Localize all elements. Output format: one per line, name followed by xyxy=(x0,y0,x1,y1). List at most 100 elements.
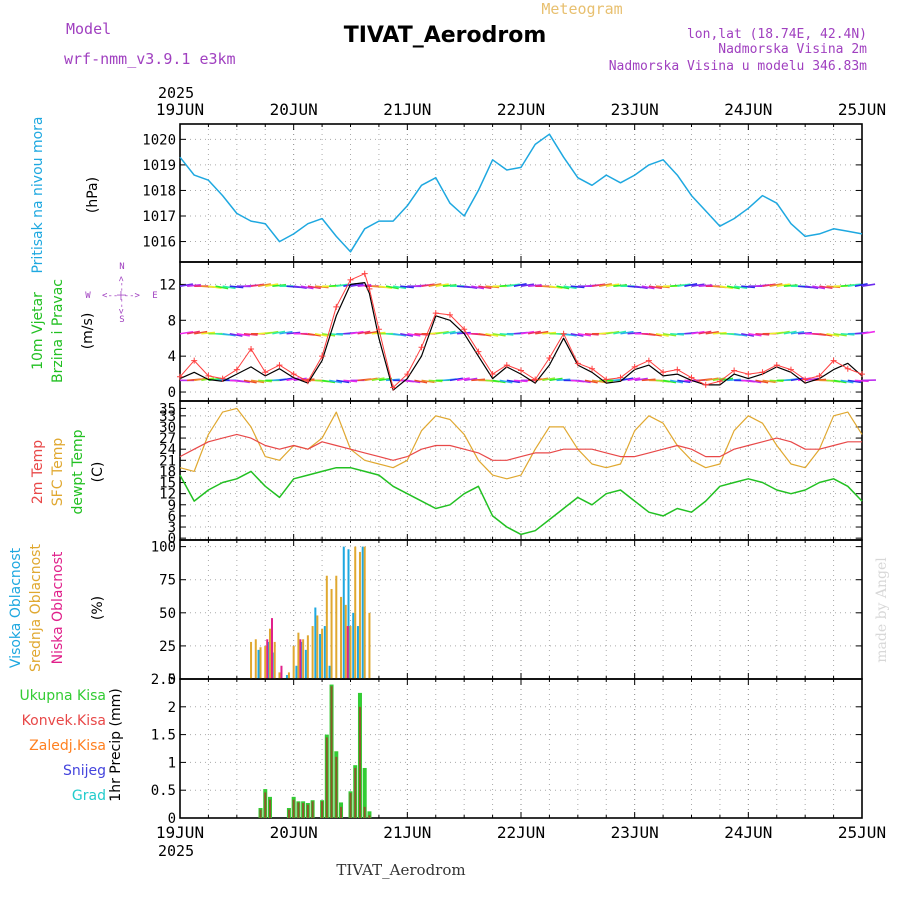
pressure-ytick-label: 1020 xyxy=(142,132,176,148)
cloud-bar-high xyxy=(314,608,316,679)
cloud-bar-mid xyxy=(350,626,352,679)
wind-ytick-label: 0 xyxy=(168,385,176,401)
time-label-top: 19JUN xyxy=(156,100,204,119)
precip-ytick-label: 2.5 xyxy=(151,672,176,688)
cloud-title: Visoka Oblacnost xyxy=(8,547,24,668)
time-label-bottom: 20JUN xyxy=(270,823,318,842)
precip-conv-bar xyxy=(335,757,337,818)
cloud-bar-mid xyxy=(278,672,280,679)
precip-legend-conv: Konvek.Kisa xyxy=(22,713,106,729)
cloud-bar-mid xyxy=(335,576,337,679)
cloud-bar-mid xyxy=(255,639,257,679)
precip-conv-bar xyxy=(307,805,309,818)
precip-conv-bar xyxy=(264,792,266,818)
cloud-bar-mid xyxy=(359,552,361,679)
time-label-top: 23JUN xyxy=(611,100,659,119)
precip-legend-frozen: Zaledj.Kisa xyxy=(29,738,106,754)
cloud-bar-mid xyxy=(297,633,299,679)
wind-title-2: Brzina i Pravac xyxy=(50,279,66,383)
precip-conv-bar xyxy=(364,807,366,818)
precip-conv-bar xyxy=(288,810,290,818)
compass-arrow-horizontal: <--|--> xyxy=(102,291,141,301)
cloud-bar-mid xyxy=(307,635,309,679)
cloud-bar-high xyxy=(305,650,307,679)
model-label: Model xyxy=(66,20,111,38)
time-label-top: 25JUN xyxy=(838,100,886,119)
precip-ytick-label: 2 xyxy=(168,700,176,716)
cloud-bar-low xyxy=(280,666,282,679)
pressure-ylabel: (hPa) xyxy=(85,177,101,213)
cloud-ytick-label: 50 xyxy=(159,606,176,622)
cloud-bar-high xyxy=(357,626,359,679)
temp-ylabel: (C) xyxy=(90,462,106,483)
precip-conv-bar xyxy=(312,801,314,818)
cloud-bar-mid xyxy=(288,672,290,679)
precip-legend-snow: Snijeg xyxy=(63,763,106,779)
time-label-bottom: 25JUN xyxy=(838,823,886,842)
cloud-bar-mid xyxy=(293,646,295,679)
lonlat-label: lon,lat (18.74E, 42.4N) xyxy=(687,27,867,42)
pressure-ytick-label: 1018 xyxy=(142,183,176,199)
time-label-top: 24JUN xyxy=(724,100,772,119)
precip-conv-bar xyxy=(260,810,262,818)
cloud-bar-mid xyxy=(260,647,262,679)
cloud-bar-mid xyxy=(354,547,356,679)
precip-conv-bar xyxy=(321,801,323,818)
precip-ylabel: 1hr Precip (mm) xyxy=(108,688,124,801)
altitude-label: Nadmorska Visina 2m xyxy=(718,42,867,57)
compass-east: E xyxy=(152,291,157,301)
pressure-ytick-label: 1019 xyxy=(142,158,176,174)
cloud-bar-high xyxy=(352,613,354,679)
temperature-ytick-label: 35 xyxy=(159,401,176,417)
cloud-bar-high xyxy=(329,666,331,679)
compass-west: W xyxy=(85,291,91,301)
wind-title: 10m Vjetar xyxy=(30,292,46,370)
cloud-bar-high xyxy=(343,547,345,679)
pressure-ytick-label: 1017 xyxy=(142,209,176,225)
watermark: made by Angel xyxy=(874,557,890,663)
time-label-bottom: 19JUN xyxy=(156,823,204,842)
compass-south: S xyxy=(119,315,124,325)
meteogram-label: Meteogram xyxy=(541,0,622,18)
cloud-bar-low xyxy=(271,618,273,679)
cloud-bar-high xyxy=(295,666,297,679)
time-label-top: 21JUN xyxy=(383,100,431,119)
cloud-bar-mid xyxy=(269,629,271,679)
pressure-ytick-label: 1016 xyxy=(142,235,176,251)
cloud-bar-mid xyxy=(302,639,304,679)
precip-ytick-label: 1 xyxy=(168,755,176,771)
cloud-bar-high xyxy=(324,626,326,679)
cloud-bar-mid xyxy=(331,589,333,679)
cloud-bar-high xyxy=(362,547,364,679)
precip-legend-total: Ukupna Kisa xyxy=(19,688,106,704)
cloud-bar-mid xyxy=(368,613,370,679)
cloud-bar-mid xyxy=(316,615,318,679)
cloud-bar-low xyxy=(347,626,349,679)
pressure-title: Pritisak na nivou mora xyxy=(30,116,46,273)
cloud-bar-mid xyxy=(274,642,276,679)
model-altitude-label: Nadmorska Visina u modelu 346.83m xyxy=(609,59,867,74)
precip-ytick-label: 1.5 xyxy=(151,728,176,744)
precip-conv-bar xyxy=(354,768,356,818)
cloud-bar-mid xyxy=(264,646,266,679)
year-bottom-label: 2025 xyxy=(158,842,194,860)
cloud-bar-mid xyxy=(340,597,342,679)
time-label-top: 22JUN xyxy=(497,100,545,119)
precip-conv-bar xyxy=(350,793,352,818)
cloud-bar-mid xyxy=(250,642,252,679)
cloud-bar-mid xyxy=(312,626,314,679)
precip-conv-bar xyxy=(293,800,295,818)
cloud-ytick-label: 100 xyxy=(151,540,176,556)
compass-north: N xyxy=(119,262,124,272)
temp-title-2: SFC Temp xyxy=(50,438,66,507)
time-label-bottom: 21JUN xyxy=(383,823,431,842)
cloud-bar-mid xyxy=(345,605,347,679)
cloud-bar-low xyxy=(299,639,301,679)
wind-ytick-label: 8 xyxy=(168,313,176,329)
precip-conv-bar xyxy=(368,815,370,818)
cloud-bar-mid xyxy=(326,576,328,679)
cloud-title-2: Srednja Oblacnost xyxy=(28,544,44,672)
model-name: wrf-nmm_v3.9.1 e3km xyxy=(64,50,236,68)
